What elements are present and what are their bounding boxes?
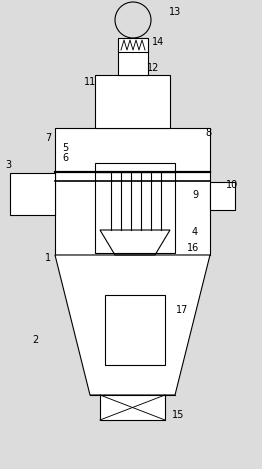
Bar bbox=[95, 163, 175, 172]
Text: 17: 17 bbox=[176, 305, 188, 315]
Text: 3: 3 bbox=[5, 160, 11, 170]
Polygon shape bbox=[55, 255, 210, 395]
Bar bbox=[95, 172, 175, 253]
Text: 13: 13 bbox=[169, 7, 181, 17]
Text: 14: 14 bbox=[152, 37, 164, 47]
Text: 6: 6 bbox=[62, 153, 68, 163]
Text: 2: 2 bbox=[32, 335, 38, 345]
Bar bbox=[118, 50, 148, 75]
Text: 7: 7 bbox=[45, 133, 51, 143]
Text: 4: 4 bbox=[192, 227, 198, 237]
Bar bbox=[100, 395, 165, 420]
Bar bbox=[55, 128, 210, 255]
Bar bbox=[210, 182, 235, 210]
Text: 16: 16 bbox=[187, 243, 199, 253]
Text: 8: 8 bbox=[205, 128, 211, 138]
Bar bbox=[105, 295, 165, 365]
Text: 5: 5 bbox=[62, 143, 68, 153]
Text: 11: 11 bbox=[84, 77, 96, 87]
Text: 10: 10 bbox=[226, 180, 238, 190]
Bar bbox=[95, 75, 170, 128]
Bar bbox=[118, 38, 148, 52]
Text: 12: 12 bbox=[147, 63, 159, 73]
Bar bbox=[10, 173, 55, 215]
Text: 9: 9 bbox=[192, 190, 198, 200]
Text: 15: 15 bbox=[172, 410, 184, 420]
Text: 1: 1 bbox=[45, 253, 51, 263]
